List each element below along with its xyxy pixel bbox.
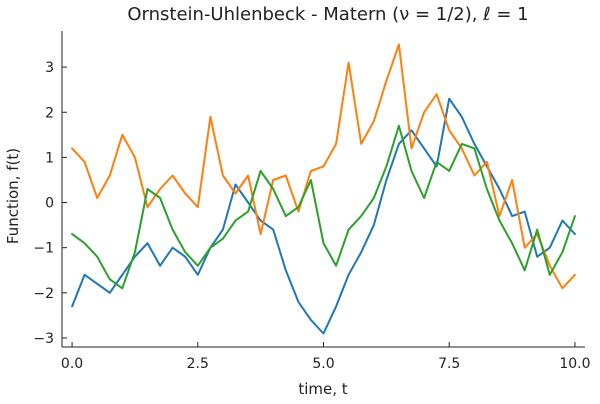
y-tick-label: 2 (45, 105, 54, 121)
x-tick-label: 7.5 (438, 356, 460, 372)
y-tick-label: −1 (33, 241, 54, 257)
series-line-1 (71, 97, 576, 335)
x-axis-label: time, t (298, 380, 347, 398)
axes: 0.0 2.5 5.0 7.5 10.0 −3 −2 −1 0 1 2 3 (33, 31, 591, 372)
series-line-3 (71, 124, 576, 290)
y-tick-label: 3 (45, 60, 54, 76)
y-tick-label: −2 (33, 286, 54, 302)
chart-title: Ornstein-Uhlenbeck - Matern (ν = 1/2), ℓ… (127, 4, 528, 25)
series-layer (71, 43, 576, 335)
x-tick-label: 0.0 (61, 356, 83, 372)
x-tick-label: 5.0 (312, 356, 334, 372)
series-line-2 (71, 43, 576, 290)
y-tick-label: 1 (45, 150, 54, 166)
y-tick-label: 0 (45, 196, 54, 212)
x-tick-label: 10.0 (559, 356, 590, 372)
y-tick-label: −3 (33, 331, 54, 347)
x-tick-label: 2.5 (187, 356, 209, 372)
y-axis-label: Function, f(t) (4, 148, 22, 244)
